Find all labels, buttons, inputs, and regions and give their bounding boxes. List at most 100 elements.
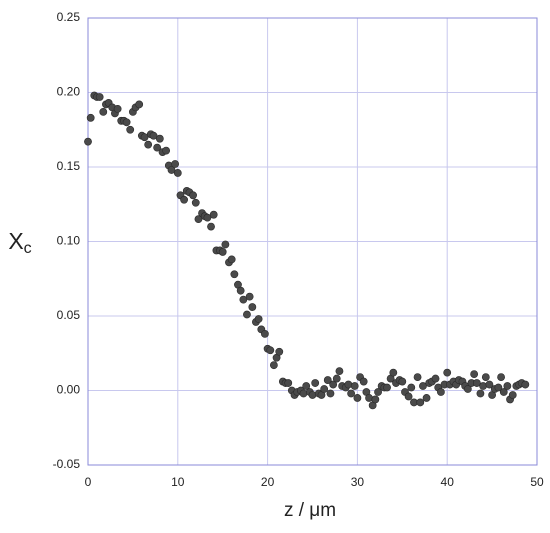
point: [162, 146, 171, 155]
point: [153, 143, 162, 152]
point: [422, 394, 431, 402]
point: [144, 140, 153, 149]
point: [218, 248, 227, 256]
point: [326, 389, 335, 398]
y-tick-label: 0.15: [57, 159, 81, 173]
point: [383, 383, 391, 392]
point: [431, 374, 440, 383]
point: [407, 383, 416, 392]
point: [332, 374, 341, 383]
point: [284, 379, 293, 387]
point: [443, 368, 452, 377]
point: [254, 315, 263, 323]
point: [463, 385, 472, 393]
point: [302, 382, 311, 390]
point: [437, 388, 445, 396]
point: [203, 213, 212, 222]
point: [311, 379, 320, 387]
point: [135, 100, 144, 109]
point: [236, 286, 245, 295]
y-tick-label: 0.25: [57, 10, 81, 24]
x-tick-label: 10: [171, 475, 185, 489]
point: [476, 389, 485, 398]
y-axis-label: Xc: [8, 228, 31, 257]
plot-frame: [87, 17, 538, 466]
point: [245, 292, 254, 301]
point: [227, 255, 236, 264]
point: [299, 389, 308, 398]
point: [521, 380, 530, 389]
x-tick-label: 40: [441, 475, 455, 489]
point: [275, 347, 284, 356]
point: [269, 361, 278, 370]
point: [308, 391, 317, 399]
point: [167, 166, 176, 174]
point: [413, 373, 422, 381]
point: [365, 394, 373, 402]
point: [113, 104, 122, 113]
point: [329, 380, 338, 389]
point: [194, 215, 203, 224]
point: [472, 379, 481, 387]
point: [261, 329, 269, 338]
point: [126, 125, 135, 134]
y-tick-label: 0.05: [57, 308, 81, 322]
point: [416, 398, 425, 407]
point: [497, 373, 505, 381]
point: [374, 388, 382, 396]
x-axis-label: z / μm: [284, 500, 336, 521]
point: [359, 377, 368, 386]
point: [230, 270, 239, 279]
point: [180, 195, 188, 204]
point: [86, 113, 95, 122]
y-axis-label-sub: c: [24, 240, 32, 257]
point: [189, 191, 197, 200]
point: [485, 380, 494, 389]
x-tick-label: 50: [530, 475, 544, 489]
point: [84, 137, 92, 146]
point: [398, 377, 407, 386]
point: [371, 395, 380, 404]
point: [419, 382, 427, 390]
point: [404, 392, 413, 401]
point: [122, 118, 131, 127]
point: [320, 385, 329, 393]
point: [481, 373, 490, 381]
y-tick-label: -0.05: [53, 457, 81, 471]
point: [344, 380, 353, 389]
x-tick-label: 30: [351, 475, 365, 489]
point: [350, 382, 359, 390]
point: [479, 382, 488, 390]
x-tick-label: 20: [261, 475, 275, 489]
point: [209, 210, 218, 219]
y-tick-label: 0.10: [57, 234, 81, 248]
point: [266, 346, 275, 355]
point: [207, 222, 215, 231]
point: [239, 295, 248, 304]
point: [173, 169, 182, 177]
point: [95, 93, 104, 101]
point: [499, 388, 508, 396]
point: [171, 160, 180, 168]
point: [335, 367, 344, 376]
point: [191, 198, 200, 207]
point: [494, 383, 503, 392]
point: [140, 133, 149, 142]
point: [221, 240, 230, 249]
y-axis-label-main: X: [8, 228, 23, 254]
point: [248, 303, 257, 311]
point: [389, 368, 398, 377]
point: [323, 376, 332, 384]
point: [353, 394, 362, 402]
point: [149, 131, 158, 140]
point: [243, 310, 251, 319]
point: [155, 134, 164, 143]
y-tick-label: 0.00: [57, 383, 81, 397]
point: [347, 389, 356, 398]
point: [470, 370, 479, 379]
point: [99, 107, 108, 116]
point: [508, 391, 517, 399]
x-tick-label: 0: [85, 475, 92, 489]
y-tick-label: 0.20: [57, 85, 81, 99]
